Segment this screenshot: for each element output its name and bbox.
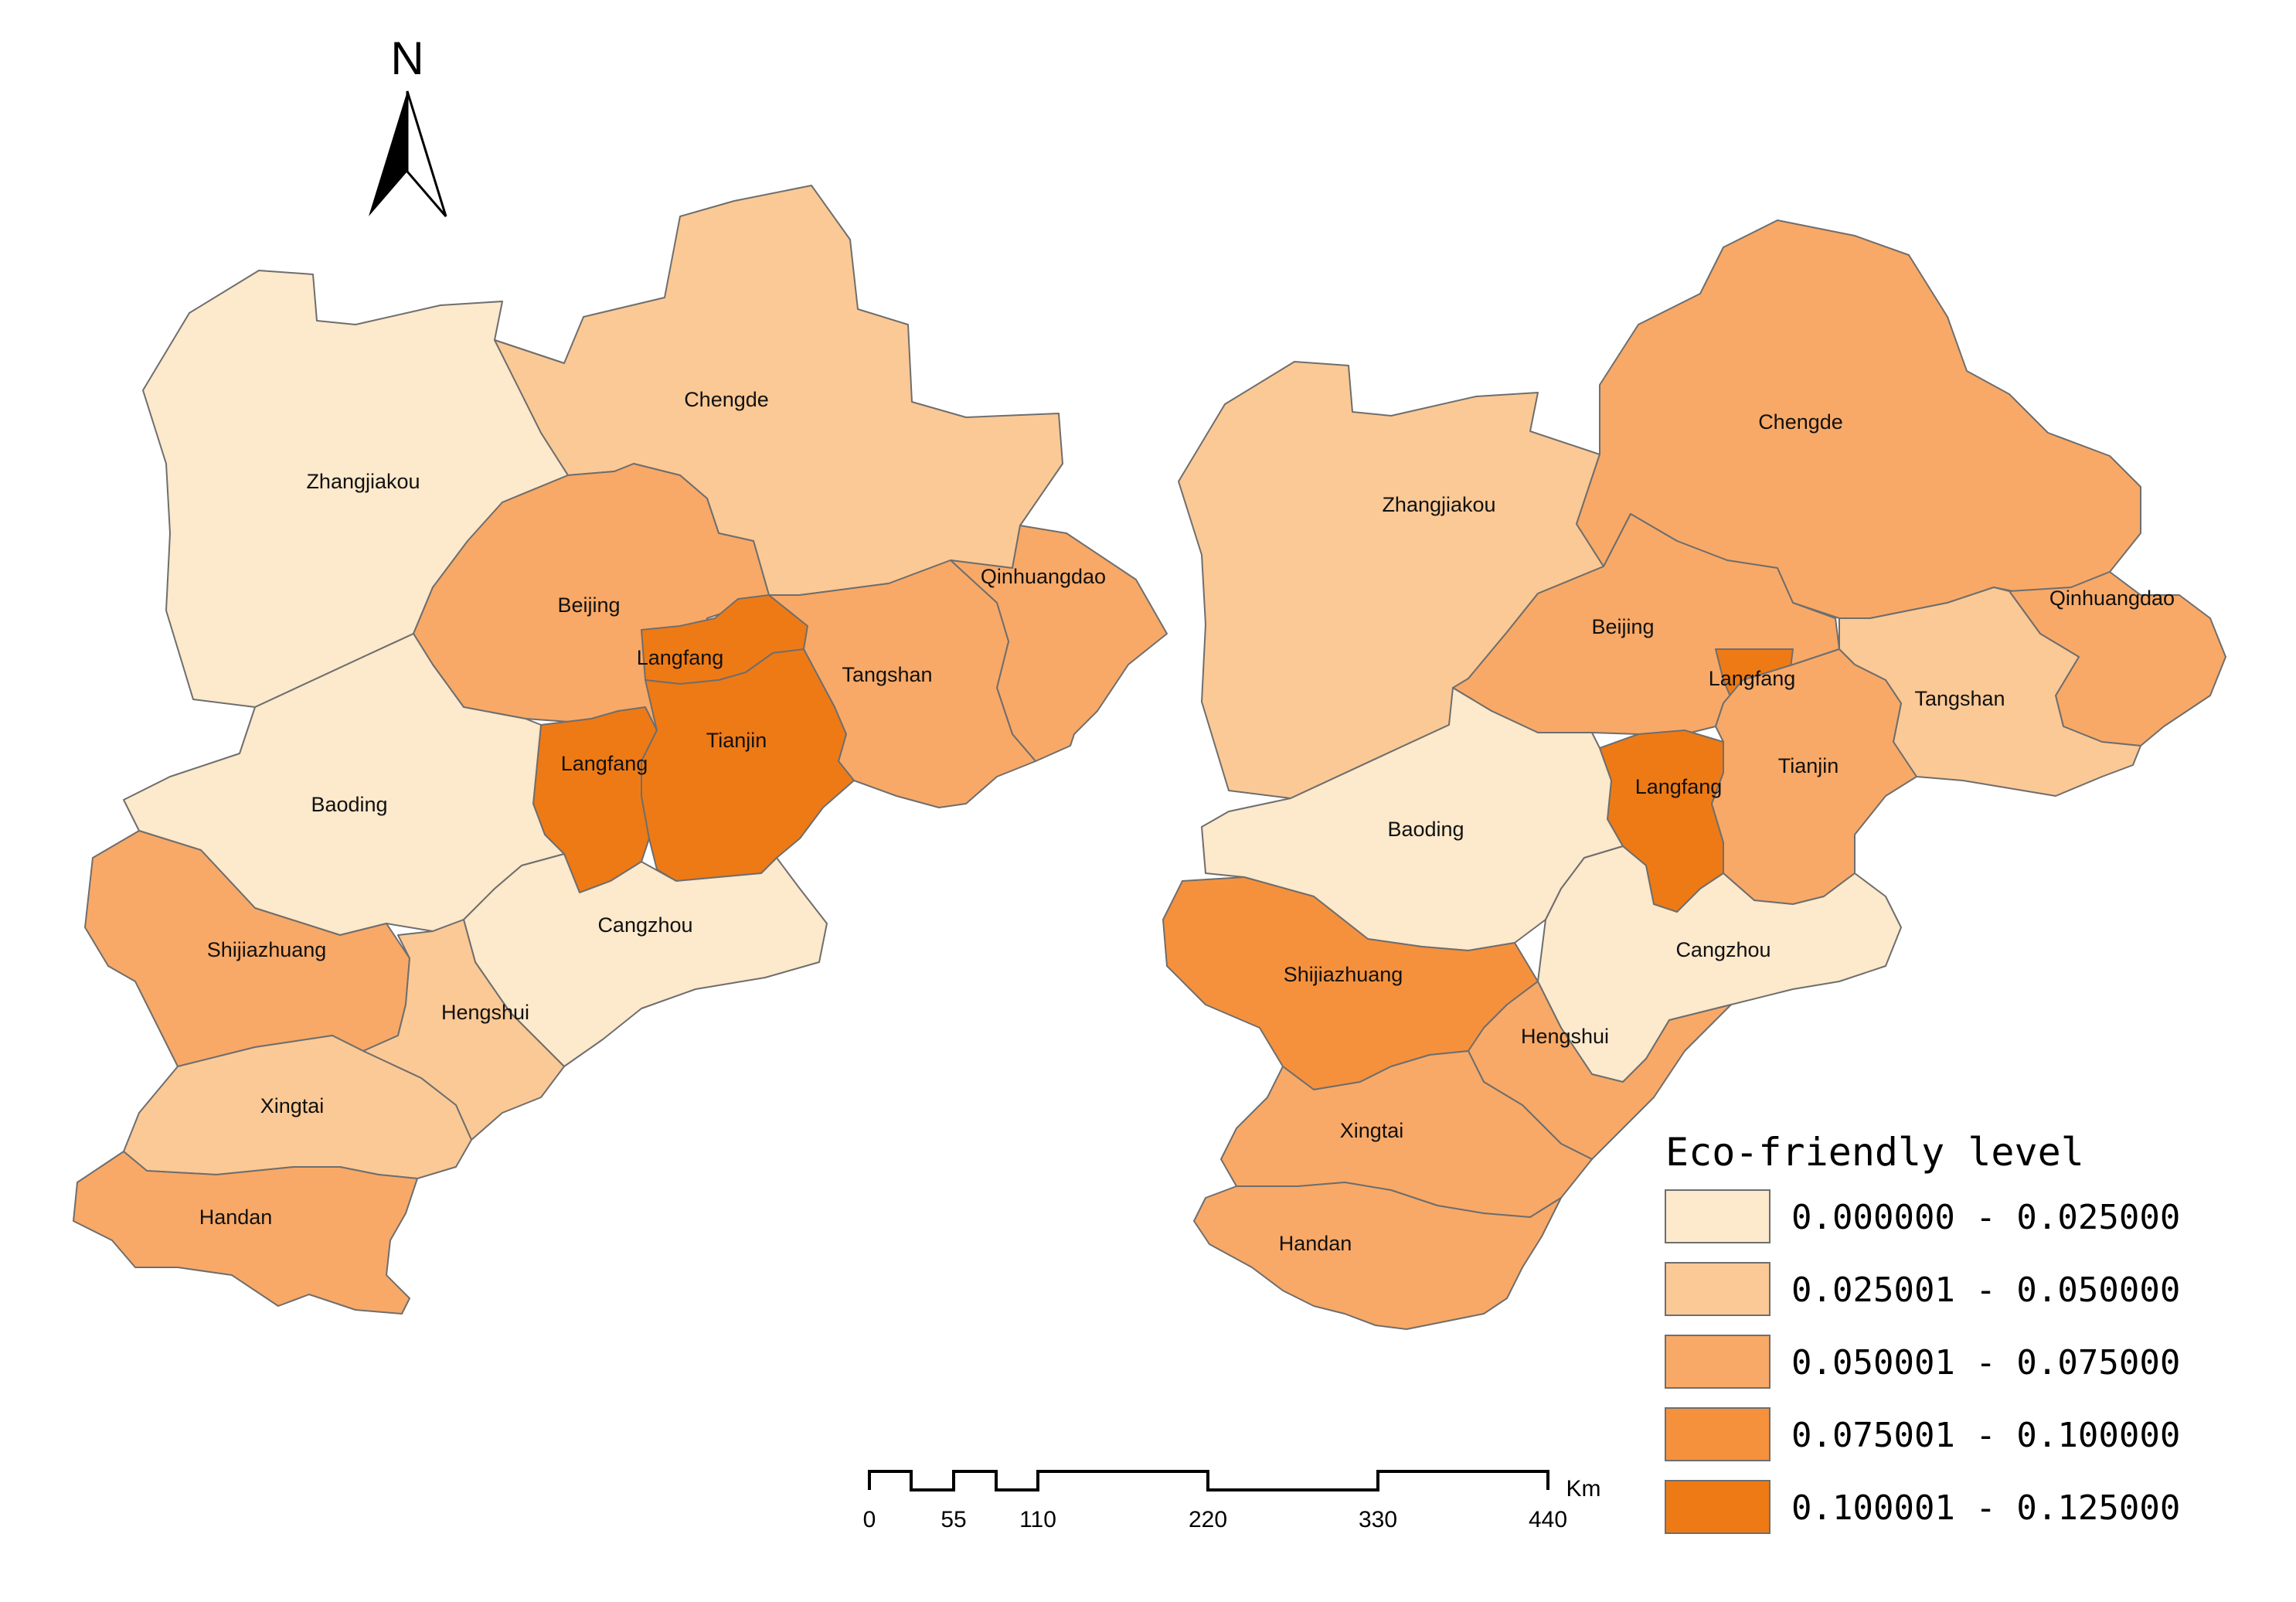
region-label-xingtai: Xingtai	[260, 1094, 325, 1117]
region-label-beijing: Beijing	[1591, 615, 1654, 638]
region-label-chengde: Chengde	[684, 388, 769, 411]
north-letter: N	[390, 32, 423, 84]
region-hengshui	[362, 919, 565, 1141]
region-label-beijing: Beijing	[557, 594, 620, 617]
scale-bar: Km 0 55 110 220 330 440	[863, 1470, 1601, 1532]
region-label-tangshan: Tangshan	[842, 663, 932, 686]
map-right: Zhangjiakou Chengde Beijing Qinhuangdao Lang…	[1162, 219, 2226, 1330]
region-label-baoding: Baoding	[1387, 818, 1464, 841]
legend-label: 0.075001 - 0.100000	[1791, 1416, 2180, 1455]
scale-tick-label: 55	[941, 1507, 966, 1532]
legend-label: 0.000000 - 0.025000	[1791, 1198, 2180, 1237]
region-label-handan: Handan	[1279, 1232, 1352, 1255]
region-label-zhangjiakou: Zhangjiakou	[1382, 493, 1495, 516]
north-arrow: N	[369, 32, 447, 217]
region-hengshui	[1468, 981, 1732, 1160]
region-label-shijiazhuang: Shijiazhuang	[1284, 963, 1403, 986]
region-label-baoding: Baoding	[311, 793, 387, 816]
legend-label: 0.050001 - 0.075000	[1791, 1343, 2180, 1383]
region-handan	[1193, 1182, 1562, 1330]
legend-label: 0.025001 - 0.050000	[1791, 1270, 2180, 1310]
legend-swatch	[1665, 1189, 1770, 1243]
north-arrow-right-half	[406, 90, 447, 217]
legend-swatch	[1665, 1335, 1770, 1389]
region-handan	[73, 1151, 418, 1315]
scale-tick-label: 330	[1359, 1507, 1397, 1532]
region-label-tianjin: Tianjin	[1778, 754, 1839, 777]
scale-tick-label: 220	[1189, 1507, 1227, 1532]
region-label-langfang-south: Langfang	[561, 752, 648, 775]
region-label-qinhuangdao: Qinhuangdao	[2049, 587, 2175, 610]
region-label-tianjin: Tianjin	[706, 729, 767, 752]
map-left: Zhangjiakou Chengde Beijing Qinhuangdao Lang…	[73, 185, 1168, 1315]
legend-title: Eco-friendly level	[1665, 1130, 2084, 1175]
scale-tick-label: 110	[1019, 1507, 1056, 1532]
region-label-tangshan: Tangshan	[1914, 687, 2005, 710]
scale-tick-label: 440	[1529, 1507, 1567, 1532]
scale-unit: Km	[1566, 1476, 1601, 1502]
region-label-xingtai: Xingtai	[1340, 1119, 1404, 1142]
region-label-hengshui: Hengshui	[1521, 1025, 1609, 1048]
scale-bar-ruler	[868, 1470, 1549, 1491]
north-arrow-left-half	[369, 91, 407, 216]
legend-swatch	[1665, 1407, 1770, 1461]
region-label-qinhuangdao: Qinhuangdao	[981, 565, 1106, 588]
region-tianjin	[641, 648, 855, 882]
legend-swatch	[1665, 1480, 1770, 1534]
region-label-chengde: Chengde	[1758, 410, 1843, 434]
legend-label: 0.100001 - 0.125000	[1791, 1488, 2180, 1528]
legend: Eco-friendly level 0.000000 - 0.025000 0.…	[1665, 1130, 2180, 1534]
region-label-langfang-north: Langfang	[637, 646, 724, 669]
region-label-langfang-south: Langfang	[1635, 775, 1723, 798]
region-label-zhangjiakou: Zhangjiakou	[306, 470, 420, 493]
region-tianjin	[1711, 648, 1917, 905]
scale-tick-label: 0	[863, 1507, 876, 1532]
region-label-handan: Handan	[199, 1206, 273, 1229]
legend-swatch	[1665, 1262, 1770, 1316]
region-label-cangzhou: Cangzhou	[597, 913, 692, 937]
region-label-langfang-north: Langfang	[1709, 667, 1796, 690]
region-label-hengshui: Hengshui	[441, 1001, 529, 1024]
region-label-cangzhou: Cangzhou	[1675, 938, 1770, 961]
region-label-shijiazhuang: Shijiazhuang	[207, 938, 327, 961]
